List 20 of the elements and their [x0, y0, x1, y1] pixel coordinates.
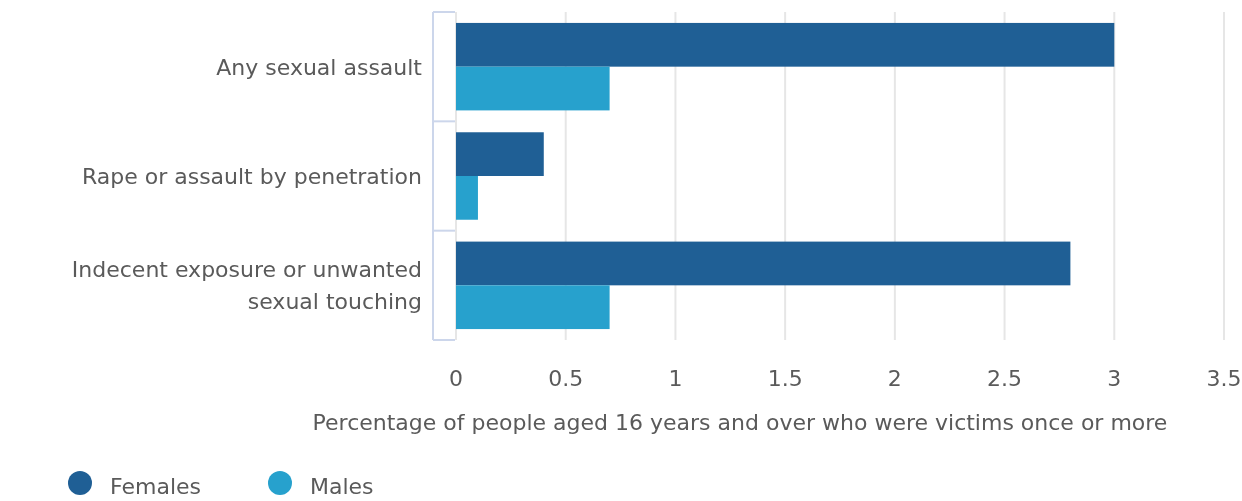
x-tick-label: 3 — [1107, 366, 1122, 391]
x-tick-label: 3.5 — [1206, 366, 1242, 391]
x-axis-title: Percentage of people aged 16 years and over who were victims once or more — [312, 410, 1168, 435]
x-tick-label: 2.5 — [987, 366, 1023, 391]
x-tick-label: 0 — [449, 366, 463, 391]
bar — [456, 22, 1115, 67]
bar — [456, 66, 610, 111]
bar — [456, 132, 544, 176]
legend-label: Males — [310, 474, 374, 499]
bar — [456, 241, 1071, 286]
y-tick-label: Any sexual assault — [216, 54, 423, 80]
bar — [456, 285, 610, 330]
bar — [456, 176, 478, 220]
legend-label: Females — [110, 474, 202, 499]
x-tick-label: 1.5 — [767, 366, 803, 391]
x-tick-label: 1 — [668, 366, 683, 391]
x-tick-label: 0.5 — [548, 366, 584, 391]
y-tick-label: Rape or assault by penetration — [81, 164, 422, 189]
x-tick-label: 2 — [887, 366, 902, 391]
y-tick-label: Indecent exposure or unwanted sexual touching — [71, 257, 422, 315]
